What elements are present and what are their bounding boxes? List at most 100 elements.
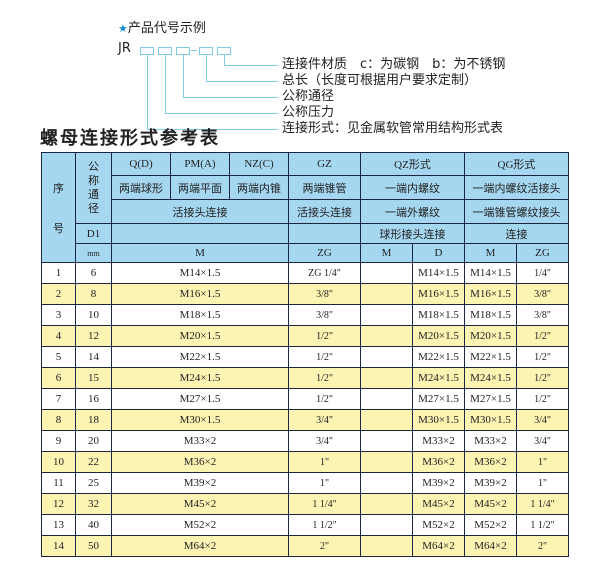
header-gz-desc: 两端锥管 bbox=[288, 175, 361, 200]
header-col-m: M bbox=[111, 243, 289, 263]
table-body: 1 6 M14×1.5 ZG 1/4" M14×1.5 M14×1.5 1/4" 2 8 M16×… bbox=[41, 262, 569, 557]
header-qg-desc1: 一端内螺纹活接头 bbox=[464, 175, 569, 200]
cell-qz-d: M24×1.5 bbox=[412, 367, 465, 389]
cell-no: 8 bbox=[41, 409, 76, 431]
cell-qz-m bbox=[360, 346, 413, 368]
header-qg: QG形式 bbox=[464, 152, 569, 176]
header-pma-desc: 两端平面 bbox=[170, 175, 230, 200]
cell-zg: 1/2" bbox=[288, 367, 361, 389]
cell-qz-d: M39×2 bbox=[412, 472, 465, 494]
connector bbox=[147, 55, 148, 129]
cell-zg: ZG 1/4" bbox=[288, 262, 361, 284]
cell-qz-d: M45×2 bbox=[412, 493, 465, 515]
cell-m: M39×2 bbox=[111, 472, 289, 494]
cell-qg-zg: 1/2" bbox=[516, 388, 569, 410]
header-d1: D1 bbox=[75, 223, 112, 244]
cell-qg-m: M16×1.5 bbox=[464, 283, 517, 305]
cell-qg-m: M24×1.5 bbox=[464, 367, 517, 389]
header-qz-desc1: 一端内螺纹 bbox=[360, 175, 465, 200]
cell-m: M14×1.5 bbox=[111, 262, 289, 284]
connector bbox=[206, 55, 207, 81]
cell-qg-zg: 1/2" bbox=[516, 367, 569, 389]
connector bbox=[206, 81, 278, 82]
cell-qg-zg: 1/2" bbox=[516, 346, 569, 368]
header-seq: 序号 bbox=[41, 152, 76, 263]
cell-qg-zg: 1" bbox=[516, 472, 569, 494]
cell-dn: 18 bbox=[75, 409, 112, 431]
cell-qg-m: M18×1.5 bbox=[464, 304, 517, 326]
header-blank bbox=[111, 223, 289, 244]
cell-zg: 3/4" bbox=[288, 409, 361, 431]
cell-qg-zg: 2" bbox=[516, 535, 569, 557]
cell-zg: 3/8" bbox=[288, 304, 361, 326]
code-box bbox=[140, 47, 154, 55]
header-pma: PM(A) bbox=[170, 152, 230, 176]
cell-qz-m bbox=[360, 493, 413, 515]
header-gz: GZ bbox=[288, 152, 361, 176]
header-nzc: NZ(C) bbox=[229, 152, 289, 176]
cell-zg: 1 1/2" bbox=[288, 514, 361, 536]
cell-no: 3 bbox=[41, 304, 76, 326]
cell-qg-m: M33×2 bbox=[464, 430, 517, 452]
table-row: 6 15 M24×1.5 1/2" M24×1.5 M24×1.5 1/2" bbox=[41, 367, 569, 389]
table-row: 14 50 M64×2 2" M64×2 M64×2 2" bbox=[41, 535, 569, 557]
header-qz-m: M bbox=[360, 243, 413, 263]
table-row: 9 20 M33×2 3/4" M33×2 M33×2 3/4" bbox=[41, 430, 569, 452]
cell-qz-d: M33×2 bbox=[412, 430, 465, 452]
cell-dn: 15 bbox=[75, 367, 112, 389]
cell-qz-d: M52×2 bbox=[412, 514, 465, 536]
cell-no: 9 bbox=[41, 430, 76, 452]
header-qz-d: D bbox=[412, 243, 465, 263]
cell-qz-d: M64×2 bbox=[412, 535, 465, 557]
cell-qz-d: M20×1.5 bbox=[412, 325, 465, 347]
cell-qz-d: M18×1.5 bbox=[412, 304, 465, 326]
cell-qg-m: M14×1.5 bbox=[464, 262, 517, 284]
connector bbox=[183, 97, 278, 98]
cell-zg: 2" bbox=[288, 535, 361, 557]
cell-qg-m: M30×1.5 bbox=[464, 409, 517, 431]
cell-qg-m: M22×1.5 bbox=[464, 346, 517, 368]
label-length: 总长（长度可根据用户要求定制） bbox=[282, 73, 478, 88]
connector bbox=[165, 113, 278, 114]
header-seq-text: 序 bbox=[53, 182, 64, 195]
cell-zg: 1 1/4" bbox=[288, 493, 361, 515]
code-box bbox=[176, 47, 190, 55]
cell-m: M18×1.5 bbox=[111, 304, 289, 326]
code-box bbox=[199, 47, 213, 55]
cell-dn: 32 bbox=[75, 493, 112, 515]
cell-zg: 1/2" bbox=[288, 346, 361, 368]
cell-qz-m bbox=[360, 430, 413, 452]
cell-qg-zg: 1/2" bbox=[516, 325, 569, 347]
cell-dn: 6 bbox=[75, 262, 112, 284]
cell-no: 10 bbox=[41, 451, 76, 473]
cell-qg-zg: 1 1/4" bbox=[516, 493, 569, 515]
reference-table: 序号 公称通径 Q(D) PM(A) NZ(C) GZ QZ形式 QG形式 两端… bbox=[41, 152, 569, 557]
cell-qz-m bbox=[360, 514, 413, 536]
cell-zg: 1" bbox=[288, 472, 361, 494]
cell-m: M24×1.5 bbox=[111, 367, 289, 389]
cell-m: M64×2 bbox=[111, 535, 289, 557]
cell-qz-m bbox=[360, 472, 413, 494]
header-qg-desc2: 一端锥管螺纹接头 bbox=[464, 199, 569, 224]
cell-zg: 3/8" bbox=[288, 283, 361, 305]
header-qg-desc3: 连接 bbox=[464, 223, 569, 244]
header-qd-desc: 两端球形 bbox=[111, 175, 171, 200]
cell-qg-zg: 1 1/2" bbox=[516, 514, 569, 536]
cell-qz-m bbox=[360, 367, 413, 389]
cell-qg-m: M45×2 bbox=[464, 493, 517, 515]
cell-m: M36×2 bbox=[111, 451, 289, 473]
cell-qg-m: M39×2 bbox=[464, 472, 517, 494]
label-diameter: 公称通径 bbox=[282, 89, 335, 104]
cell-m: M22×1.5 bbox=[111, 346, 289, 368]
table-title: 螺母连接形式参考表 bbox=[40, 128, 220, 149]
cell-m: M33×2 bbox=[111, 430, 289, 452]
cell-qg-m: M64×2 bbox=[464, 535, 517, 557]
table-row: 10 22 M36×2 1" M36×2 M36×2 1" bbox=[41, 451, 569, 473]
connector bbox=[165, 55, 166, 113]
table-row: 13 40 M52×2 1 1/2" M52×2 M52×2 1 1/2" bbox=[41, 514, 569, 536]
header-qg-m: M bbox=[464, 243, 517, 263]
code-prefix: JR bbox=[118, 41, 131, 56]
cell-qg-zg: 3/8" bbox=[516, 304, 569, 326]
cell-qz-m bbox=[360, 535, 413, 557]
cell-m: M30×1.5 bbox=[111, 409, 289, 431]
